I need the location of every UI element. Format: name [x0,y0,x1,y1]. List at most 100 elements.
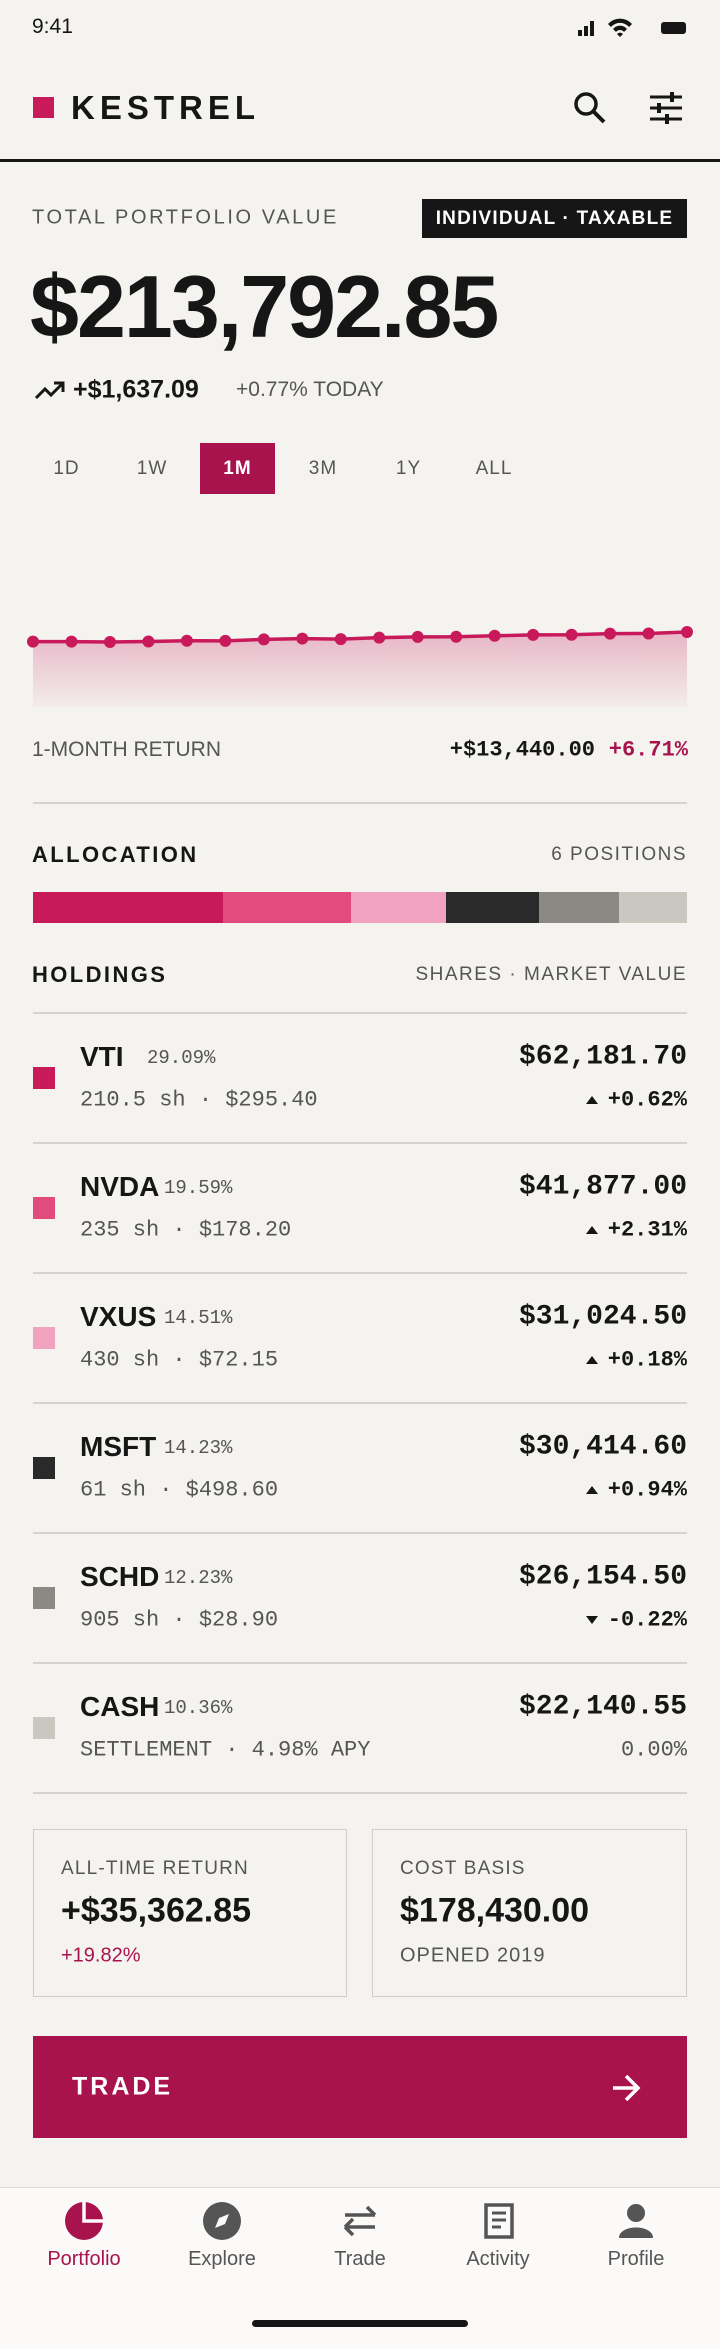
price-point [142,635,155,648]
nav-item[interactable]: Portfolio [19,2200,149,2271]
period-tab[interactable]: 1M [200,443,275,494]
price-point [103,636,116,648]
triangle [586,1226,598,1234]
weight: 19.59% [164,1177,233,1199]
divider [33,1142,687,1144]
trade-button[interactable]: TRADE [33,2036,687,2138]
nav-icon [484,2203,514,2239]
period-tab[interactable]: 3M [308,458,338,479]
allocation-bar [33,892,688,923]
nav-item[interactable]: Activity [433,2200,563,2271]
holding-detail: 61 sh · $498.60 [80,1477,279,1503]
allocation-segment [351,892,447,923]
ticker[interactable]: VXUS [80,1301,157,1332]
nav-icon [203,2202,241,2240]
holding-swatch [33,1327,55,1349]
filter-icon[interactable] [648,90,684,126]
card-label: ALL-TIME RETURN [61,1858,249,1879]
direction-icon [586,1486,598,1494]
card-value: +$35,362.85 [61,1891,252,1930]
price-point [180,634,193,647]
arrow-icon [613,2074,641,2102]
ticker[interactable]: NVDA [80,1171,160,1202]
day-change-pct: +0.77% TODAY [236,378,384,401]
weight: 14.51% [164,1307,233,1329]
direction-icon [586,1356,598,1364]
holdings-title: HOLDINGS [32,962,168,987]
change: -0.22% [607,1607,687,1633]
portfolio-value: $213,792.85 [30,257,499,356]
header-rule [0,159,720,162]
return-value: +$13,440.00 [449,737,595,763]
positions-count: 6 POSITIONS [551,844,687,865]
triangle [586,1486,598,1494]
period-tab[interactable]: 1Y [395,458,422,479]
holding-swatch [33,1717,55,1739]
triangle [586,1096,598,1104]
price-point [488,629,501,642]
nav-label: Explore [188,2248,256,2270]
nav-label: Trade [334,2248,386,2270]
sparkline [27,626,693,707]
nav-item[interactable]: Profile [571,2200,701,2271]
status-time: 9:41 [32,15,73,38]
card-value: $178,430.00 [400,1891,590,1930]
card-sub: +19.82% [61,1944,141,1967]
market-value: $41,877.00 [518,1171,687,1203]
price-point [681,626,693,638]
change: +0.62% [607,1087,687,1113]
nav-label: Profile [607,2248,665,2270]
period-tab[interactable]: ALL [475,458,513,479]
price-point [334,633,347,646]
market-value: $22,140.55 [518,1691,687,1723]
weight: 14.23% [164,1437,233,1459]
holding-detail: 235 sh · $178.20 [80,1217,292,1243]
allocation-segment [446,892,540,923]
search-icon[interactable] [572,90,608,126]
direction-icon [586,1226,598,1234]
allocation-title: ALLOCATION [32,842,199,867]
price-point [373,631,386,644]
divider [33,1402,687,1404]
nav-item[interactable]: Trade [295,2200,425,2271]
triangle [586,1616,598,1624]
allocation-segment [539,892,620,923]
stat-card: ALL-TIME RETURN +$35,362.85 +19.82% [33,1829,347,1997]
ticker[interactable]: CASH [80,1691,160,1722]
brand-mark [33,97,54,118]
holding-detail: 905 sh · $28.90 [80,1607,279,1633]
nav-icon [343,2205,377,2237]
market-value: $31,024.50 [518,1301,687,1333]
ticker[interactable]: VTI [80,1041,124,1072]
account-badge[interactable]: INDIVIDUAL · TAXABLE [422,199,687,238]
price-line [33,630,688,644]
market-value: $26,154.50 [518,1561,687,1593]
holding-swatch [33,1457,55,1479]
change: +0.94% [607,1477,687,1503]
allocation-segment [223,892,352,923]
summary-label: TOTAL PORTFOLIO VALUE [32,206,339,229]
period-tab[interactable]: 1W [136,458,168,479]
trend-icon [34,381,65,400]
day-change: +$1,637.09 [73,375,199,404]
card-sub: OPENED 2019 [400,1944,546,1967]
divider [33,1662,687,1664]
status-icons [578,18,686,37]
allocation-segment [33,892,224,923]
market-value: $62,181.70 [518,1041,687,1073]
nav-item[interactable]: Explore [157,2200,287,2271]
direction-icon [586,1096,598,1104]
nav-label: Portfolio [47,2248,121,2270]
holding-detail: SETTLEMENT · 4.98% APY [80,1737,371,1763]
brand: KESTREL [71,89,261,126]
market-value: $30,414.60 [518,1431,687,1463]
period-tab[interactable]: 1D [53,458,80,479]
card-label: COST BASIS [400,1858,526,1879]
ticker[interactable]: SCHD [80,1561,160,1592]
trade-button-label: TRADE [72,2072,174,2101]
price-point [604,627,617,640]
ticker[interactable]: MSFT [80,1431,157,1462]
change: +2.31% [607,1217,687,1243]
